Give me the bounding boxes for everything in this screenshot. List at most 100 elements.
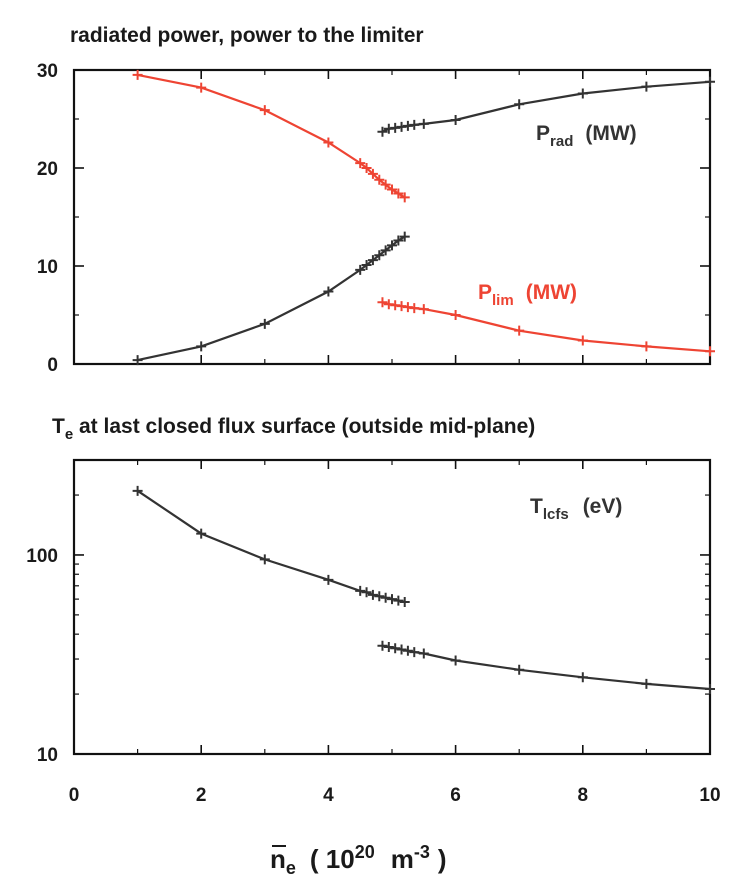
bottom-series-0-point xyxy=(399,597,410,608)
top-series-0-point xyxy=(196,341,207,352)
bottom-chart-title: Te at last closed flux surface (outside … xyxy=(52,415,535,443)
bottom-series-0-point xyxy=(361,587,372,598)
top-series xyxy=(132,69,715,366)
bottom-series-0-line-0 xyxy=(136,489,405,604)
bottom-series-0-point xyxy=(641,678,652,689)
top-series-0-point xyxy=(387,240,397,251)
top-series-0-point xyxy=(380,245,391,256)
top-series-0-point xyxy=(374,250,385,261)
top-series-0-point xyxy=(577,88,588,99)
top-series-1-point xyxy=(374,174,385,185)
top-y-tick-label: 0 xyxy=(47,355,58,376)
prad-label-main: P xyxy=(536,122,550,145)
top-series-0-point xyxy=(323,286,334,297)
prad-label-unit: (MW) xyxy=(585,122,636,145)
bottom-series-0-point xyxy=(387,594,397,605)
top-series-1-line-1 xyxy=(382,301,711,353)
x-tick-label: 4 xyxy=(323,785,334,806)
x-label-exp: 20 xyxy=(355,842,375,862)
bottom-series-0-point xyxy=(355,585,366,596)
tlcfs-label: Tlcfs (eV) xyxy=(530,495,622,523)
bottom-series-0-point xyxy=(396,644,407,655)
top-series-1-point xyxy=(132,69,143,80)
bottom-series-0-point xyxy=(380,592,391,603)
x-label-open: ( 10 xyxy=(310,844,355,874)
top-y-tick-label: 10 xyxy=(37,257,58,278)
prad-label: Prad (MW) xyxy=(536,122,637,150)
tlcfs-label-sub: lcfs xyxy=(543,506,569,523)
top-series-0-point xyxy=(355,264,366,275)
x-tick-label: 6 xyxy=(450,785,461,806)
top-series-0-point xyxy=(418,118,429,129)
top-series-1-point xyxy=(641,341,652,352)
bottom-series-0-line-1 xyxy=(382,644,711,691)
top-series-1-point xyxy=(387,184,397,195)
x-label-sub: e xyxy=(286,858,296,878)
top-series-1-point xyxy=(577,335,588,346)
top-series-0-point xyxy=(132,355,143,366)
bottom-title-sub: e xyxy=(65,426,73,443)
top-series-1-point xyxy=(705,346,715,357)
bottom-series-0-point xyxy=(196,528,207,539)
tlcfs-label-main: T xyxy=(530,495,543,518)
bottom-series-0-point xyxy=(450,655,461,666)
bottom-series xyxy=(132,485,715,695)
top-chart-title: radiated power, power to the limiter xyxy=(70,24,424,47)
top-series-0-point xyxy=(361,260,372,271)
bottom-series-0-point xyxy=(402,645,413,656)
bottom-series-0-point xyxy=(705,684,715,695)
top-series-1-point xyxy=(323,137,334,148)
bottom-axes: 0 2 4 6 8 10 10 100 xyxy=(26,459,721,806)
bottom-series-0-point xyxy=(418,648,429,659)
top-series-0-point xyxy=(409,119,420,130)
top-y-tick-label: 20 xyxy=(37,159,58,180)
top-series-0-line-0 xyxy=(137,235,406,362)
top-series-0-point xyxy=(641,81,652,92)
top-series-1-point xyxy=(196,82,207,93)
bottom-series-0-point xyxy=(514,664,525,675)
top-series-1-line-0 xyxy=(137,73,406,199)
top-series-0-point xyxy=(399,231,410,242)
top-series-0-point xyxy=(450,114,461,125)
bottom-series-0-point xyxy=(367,589,378,600)
x-label-main: n xyxy=(270,844,286,874)
top-series-1-point xyxy=(393,188,404,199)
bottom-y-tick-label: 10 xyxy=(37,745,58,766)
bottom-series-0-point xyxy=(393,595,404,606)
top-series-0-point xyxy=(259,318,270,329)
prad-label-sub: rad xyxy=(550,133,573,150)
bottom-series-0-point xyxy=(390,643,401,654)
top-series-1-point xyxy=(514,325,525,336)
bottom-series-0-point xyxy=(374,591,385,602)
top-series-1-point xyxy=(450,310,461,320)
plim-label-main: P xyxy=(478,281,492,304)
bottom-title-rest: at last closed flux surface (outside mid… xyxy=(73,415,535,438)
x-tick-label: 0 xyxy=(69,785,80,806)
tlcfs-label-unit: (eV) xyxy=(583,495,623,518)
top-y-tick-label: 30 xyxy=(37,61,58,82)
top-series-0-point xyxy=(514,99,525,110)
bottom-series-0-point xyxy=(377,640,388,651)
bottom-series-0-point xyxy=(577,672,588,683)
x-tick-label: 10 xyxy=(699,785,720,806)
top-series-0-point xyxy=(377,126,388,137)
top-series-1-point xyxy=(367,168,378,179)
top-series-1-point xyxy=(377,297,388,308)
x-label-unit-exp: -3 xyxy=(414,842,430,862)
bottom-y-tick-label: 100 xyxy=(26,546,58,567)
plim-label-unit: (MW) xyxy=(526,281,577,304)
top-series-0-point xyxy=(705,76,715,87)
x-tick-label: 8 xyxy=(578,785,589,806)
top-series-1-point xyxy=(409,303,420,314)
bottom-series-0-point xyxy=(383,641,394,652)
bottom-title-main: T xyxy=(52,415,65,438)
top-series-0-point xyxy=(393,235,404,246)
top-series-0-point xyxy=(367,255,378,266)
bottom-series-0-point xyxy=(259,554,270,565)
bottom-series-0-point xyxy=(409,647,420,658)
top-series-1-point xyxy=(361,163,372,173)
top-series-1-point xyxy=(355,158,366,169)
top-series-1-point xyxy=(418,304,429,315)
top-series-1-point xyxy=(380,179,391,190)
